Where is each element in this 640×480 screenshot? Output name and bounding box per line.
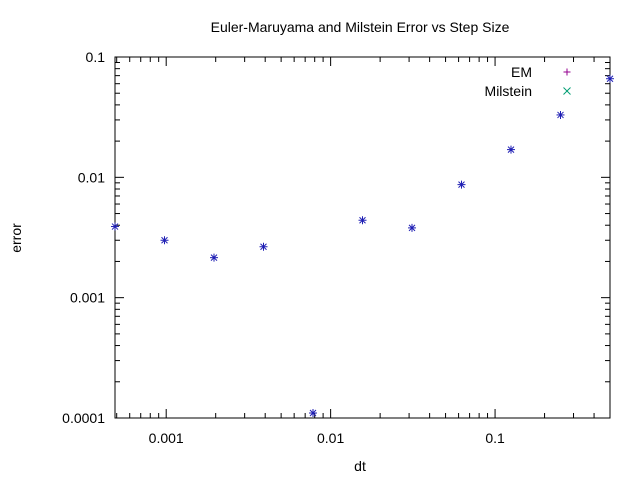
y-tick-label: 0.0001 — [62, 410, 105, 426]
legend-marker-em — [563, 68, 571, 76]
x-tick-label: 0.01 — [317, 430, 344, 446]
y-tick-label: 0.001 — [70, 290, 105, 306]
data-point-milstein — [309, 409, 317, 417]
series-milstein — [111, 75, 614, 417]
plot-frame — [114, 56, 611, 419]
axis-ticks: 0.001 0.01 0.1 0.0001 0.001 0.01 0.1 — [62, 49, 611, 446]
chart-title: Euler-Maruyama and Milstein Error vs Ste… — [211, 19, 510, 35]
y-tick-label: 0.1 — [86, 49, 106, 65]
data-point-milstein — [557, 111, 564, 119]
data-point-milstein — [606, 75, 614, 83]
legend-label-em: EM — [511, 64, 532, 80]
plot-border — [114, 56, 611, 419]
legend: EM Milstein — [485, 64, 571, 99]
y-axis-label: error — [8, 223, 24, 253]
x-tick-label: 0.001 — [149, 430, 184, 446]
x-axis-label: dt — [354, 458, 366, 474]
x-tick-label: 0.1 — [485, 430, 505, 446]
data-point-milstein — [458, 181, 465, 188]
series-em — [111, 74, 614, 418]
legend-marker-milstein — [563, 87, 571, 95]
y-tick-label: 0.01 — [78, 169, 105, 185]
data-points — [111, 74, 614, 418]
data-point-milstein — [260, 243, 267, 251]
data-point-milstein — [161, 236, 168, 244]
data-point-milstein — [507, 146, 515, 153]
data-point-milstein — [210, 254, 218, 262]
legend-label-milstein: Milstein — [485, 83, 532, 99]
data-point-milstein — [359, 216, 366, 224]
data-point-milstein — [111, 223, 119, 230]
data-point-milstein — [408, 224, 416, 232]
